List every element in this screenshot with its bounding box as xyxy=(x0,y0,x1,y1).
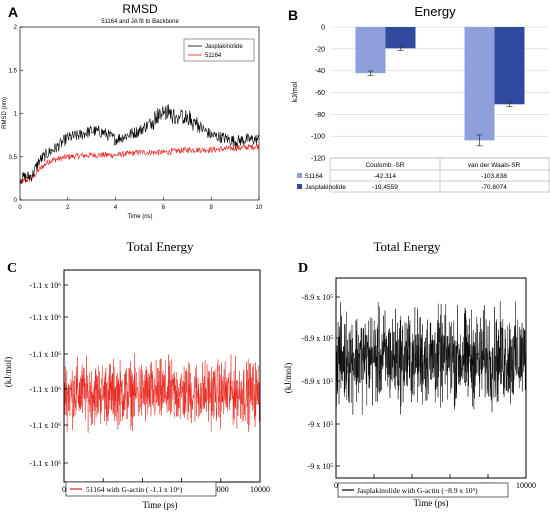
panel-c-ytick-label: -1.1 x 10⁶ xyxy=(30,459,62,468)
panel-a-legend-label-51164: 51164 xyxy=(205,53,222,59)
panel-b-bar-51164 xyxy=(355,27,386,74)
panel-a-ytick-label: 1 xyxy=(14,112,18,118)
panel-c-series xyxy=(63,353,261,433)
panel-a-xtick-label: 4 xyxy=(114,205,118,211)
panel-d-ytick-label: -9 x 10⁵ xyxy=(308,420,334,429)
panel-c-letter: C xyxy=(7,261,17,276)
panel-c-xtick-label: 10000 xyxy=(250,485,270,494)
panel-d-title: Total Energy xyxy=(373,239,441,254)
panel-d-ytick-label: -8.9 x 10⁵ xyxy=(302,377,334,386)
panel-a-xtick-label: 2 xyxy=(66,205,70,211)
panel-a-series xyxy=(19,104,260,185)
panel-d-energy-line xyxy=(335,301,527,415)
panel-b-ytick-label: -120 xyxy=(311,156,325,163)
panel-a-xtick-label: 8 xyxy=(210,205,214,211)
table-swatch-jasplakinolide xyxy=(297,184,302,189)
table-col-header: van der Waals-SR xyxy=(468,162,521,169)
panel-a-line-jasplakinolide xyxy=(19,104,260,185)
panel-b-ytick-label: -40 xyxy=(315,68,325,75)
panel-d-series xyxy=(335,301,527,415)
panel-a-line-51164 xyxy=(19,143,260,184)
panel-a-xtick-label: 10 xyxy=(256,205,263,211)
panel-b-ylabel: kJ/mol xyxy=(292,81,299,102)
panel-c-xtick-label: 8000 xyxy=(213,485,229,494)
panel-a-ytick-label: 0.5 xyxy=(9,155,18,161)
panel-c-xlabel: Time (ps) xyxy=(143,500,178,510)
panel-d-ylabel: (kJ/mol) xyxy=(283,363,293,394)
panel-c-ytick-label: -1.1 x 10⁶ xyxy=(30,350,62,359)
panel-d-xtick-label: 10000 xyxy=(516,481,536,490)
panel-b-bar-jasplakinolide xyxy=(385,27,416,49)
panel-c-xtick-label: 0 xyxy=(62,485,66,494)
panel-c: C Total Energy -1.1 x 10⁶-1.1 x 10⁶-1.1 … xyxy=(3,239,270,510)
panel-a-subtitle: 51164 and JA fit to Backbone xyxy=(101,19,179,25)
panel-a-ytick-label: 0 xyxy=(14,198,18,204)
table-swatch-51164 xyxy=(297,173,302,178)
panel-a-legend: Jasplakinolide 51164 xyxy=(183,38,255,62)
panel-d-legend-label: Jasplakinolide with G-actin (−8.9 x 10⁵) xyxy=(357,486,478,495)
panel-c-legend-label: 51164 with G-actin ( -1.1 x 10⁶) xyxy=(86,485,183,494)
panel-a-x-axis: 0 2 4 6 8 10 xyxy=(18,197,263,211)
panel-b-bar-jasplakinolide xyxy=(494,27,525,105)
table-row-label: 51164 xyxy=(305,173,323,180)
panel-a-letter: A xyxy=(8,4,18,20)
panel-a-xlabel: Time (ns) xyxy=(127,214,152,220)
panel-a-xtick-label: 6 xyxy=(162,205,166,211)
panel-d-letter: D xyxy=(298,261,308,276)
panel-b-ytick-label: -100 xyxy=(311,134,325,141)
panel-d-ytick-label: -9 x 10⁵ xyxy=(308,462,334,471)
panel-d-ytick-label: -8.9 x 10⁵ xyxy=(302,334,334,343)
panel-c-legend-box xyxy=(65,481,217,497)
panel-c-ytick-label: -1.1 x 10⁶ xyxy=(30,385,62,394)
table-row-label: Jasplakinolide xyxy=(305,184,346,191)
panel-a-ytick-label: 2 xyxy=(14,25,18,31)
table-cell: -42.314 xyxy=(374,173,396,180)
panel-b-y-axis: 0 -20 -40 -60 -80 -100 -120 xyxy=(311,25,325,163)
panel-c-ytick-label: -1.1 x 10⁶ xyxy=(30,421,62,430)
panel-a-y-axis: 0 0.5 1 1.5 2 xyxy=(9,25,23,204)
table-cell: -103.838 xyxy=(481,173,507,180)
panel-d-xtick-label: 0 xyxy=(334,481,338,490)
panel-b-title: Energy xyxy=(414,4,456,19)
panel-a-legend-box xyxy=(183,38,255,62)
panel-d-legend-box xyxy=(337,482,509,498)
panel-a-legend-label-jasplakinolide: Jasplakinolide xyxy=(205,44,243,50)
table-cell: -70.8074 xyxy=(481,184,507,191)
panel-c-title: Total Energy xyxy=(126,239,194,254)
panel-b-data-table: Coulomb -SR van der Waals-SR 51164 -42.3… xyxy=(297,157,550,193)
panel-d: D Total Energy -8.9 x 10⁵-8.9 x 10⁵-8.9 … xyxy=(283,239,536,508)
panel-d-xlabel: Time (ps) xyxy=(414,498,449,508)
panel-b-ytick-label: -60 xyxy=(315,90,325,97)
panel-b-letter: B xyxy=(288,7,298,23)
panel-d-plot-frame xyxy=(335,277,527,479)
table-cell: -19.4559 xyxy=(372,184,398,191)
panel-c-y-axis: -1.1 x 10⁶ -1.1 x 10⁶ -1.1 x 10⁶ -1.1 x 10⁶… xyxy=(30,281,68,468)
panel-b-bars xyxy=(355,27,525,147)
panel-a-ytick-label: 1.5 xyxy=(9,68,18,74)
panel-d-y-axis: -8.9 x 10⁵ -8.9 x 10⁵ -8.9 x 10⁵ -9 x 10⁵ -9… xyxy=(302,293,340,471)
panel-d-ytick-label: -8.9 x 10⁵ xyxy=(302,293,334,302)
panel-d-legend: Jasplakinolide with G-actin (−8.9 x 10⁵) xyxy=(337,482,509,498)
panel-b-ytick-label: -20 xyxy=(315,46,325,53)
panel-a-title: RMSD xyxy=(122,2,158,16)
panel-b: B Energy 0 -20 -40 -60 -80 -100 -120 kJ/mol Co… xyxy=(288,4,550,193)
panel-a-ylabel: RMSD (nm) xyxy=(2,97,8,129)
panel-b-ytick-label: -80 xyxy=(315,112,325,119)
panel-c-legend: 51164 with G-actin ( -1.1 x 10⁶) xyxy=(65,481,217,497)
panel-b-ytick-label: 0 xyxy=(321,25,325,32)
panel-b-bar-51164 xyxy=(464,27,495,141)
panel-c-energy-line xyxy=(63,353,261,433)
table-col-header: Coulomb -SR xyxy=(365,162,404,169)
panel-c-ylabel: (kJ/mol) xyxy=(3,357,13,388)
panel-c-ytick-label: -1.1 x 10⁶ xyxy=(30,313,62,322)
panel-a: A RMSD 51164 and JA fit to Backbone 0 0.5… xyxy=(2,2,263,220)
panel-a-xtick-label: 0 xyxy=(18,205,22,211)
panel-c-ytick-label: -1.1 x 10⁶ xyxy=(30,281,62,290)
